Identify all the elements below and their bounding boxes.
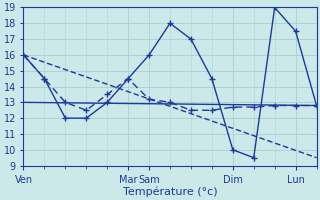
X-axis label: Température (°c): Température (°c): [123, 186, 217, 197]
